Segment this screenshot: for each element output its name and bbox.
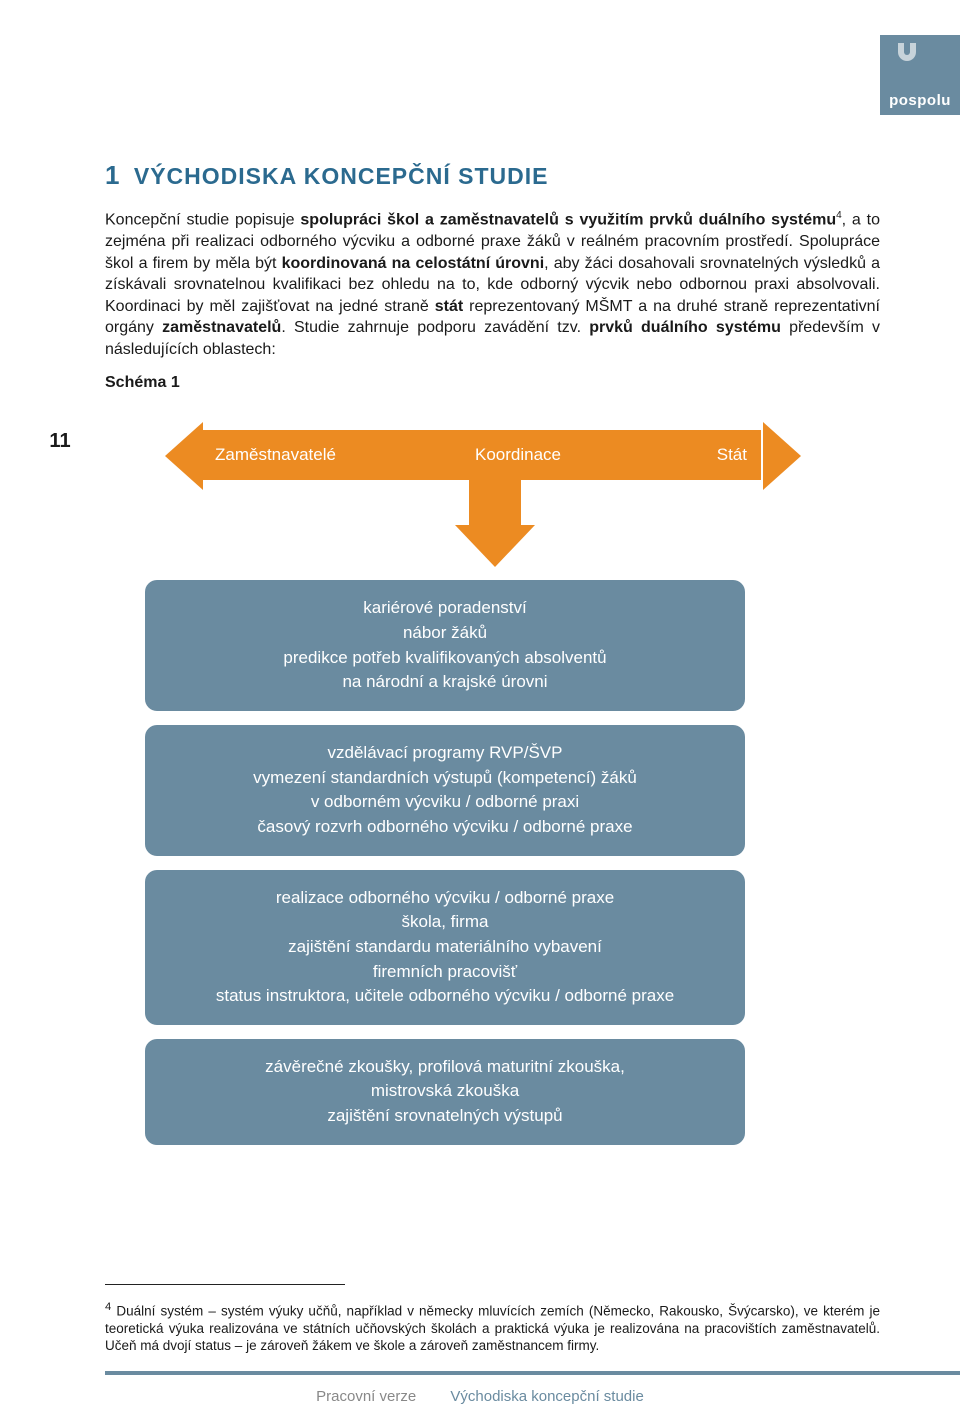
arrow-mid-label: Koordinace bbox=[475, 445, 561, 465]
footnote-text: Duální systém – systém výuky učňů, napří… bbox=[105, 1303, 880, 1353]
footnote-separator bbox=[105, 1284, 345, 1285]
box-1: kariérové poradenstvínábor žákůpredikce … bbox=[145, 580, 745, 711]
footer-right: Východiska koncepční studie bbox=[450, 1388, 643, 1405]
box-3: realizace odborného výcviku / odborné pr… bbox=[145, 870, 745, 1025]
footnote: 4 Duální systém – systém výuky učňů, nap… bbox=[105, 1300, 880, 1355]
horizontal-arrows: Zaměstnavatelé Koordinace Stát bbox=[165, 410, 805, 500]
box-4: závěrečné zkoušky, profilová maturitní z… bbox=[145, 1039, 745, 1145]
logo-text: pospolu bbox=[889, 92, 951, 109]
heading-text: VÝCHODISKA KONCEPČNÍ STUDIE bbox=[134, 163, 549, 189]
footer-rule bbox=[105, 1371, 960, 1375]
intro-paragraph: Koncepční studie popisuje spolupráci ško… bbox=[105, 209, 880, 360]
heading-number: 1 bbox=[105, 160, 120, 190]
arrow-left-label: Zaměstnavatelé bbox=[215, 445, 336, 465]
arrow-right-label: Stát bbox=[717, 445, 747, 465]
arrow-left-body: Zaměstnavatelé bbox=[201, 430, 461, 480]
arrow-right-head-icon bbox=[763, 422, 801, 490]
arrow-left-head-icon bbox=[165, 422, 203, 490]
box-2: vzdělávací programy RVP/ŠVPvymezení stan… bbox=[145, 725, 745, 856]
schema-diagram: Zaměstnavatelé Koordinace Stát kariérové… bbox=[105, 410, 880, 1190]
down-arrow-icon bbox=[455, 465, 535, 575]
footer-left: Pracovní verze bbox=[316, 1388, 416, 1405]
schema-label: Schéma 1 bbox=[105, 374, 880, 392]
page-number: 11 bbox=[40, 430, 80, 453]
diagram-boxes: kariérové poradenstvínábor žákůpredikce … bbox=[145, 580, 745, 1158]
page-title: 1 VÝCHODISKA KONCEPČNÍ STUDIE bbox=[105, 160, 880, 191]
brand-logo: pospolu bbox=[880, 35, 960, 115]
footer: Pracovní verze Východiska koncepční stud… bbox=[0, 1388, 960, 1405]
